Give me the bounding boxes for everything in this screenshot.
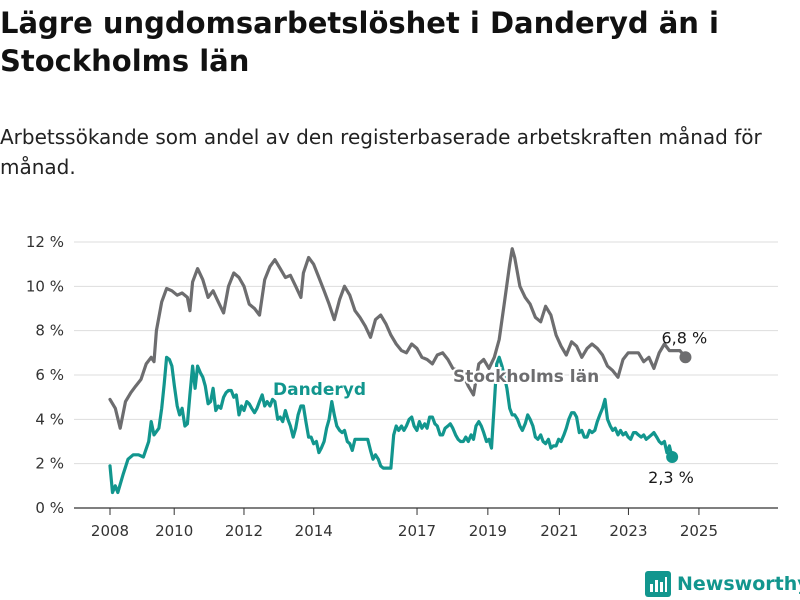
page-title: Lägre ungdomsarbetslöshet i Danderyd än … [0,6,719,78]
danderyd-line [108,355,674,495]
brand-name: Newsworthy [677,573,800,595]
y-tick-label: 4 % [35,410,64,428]
danderyd-label: Danderyd [273,380,366,400]
y-tick-label: 2 % [35,455,64,473]
x-axis: 2008 2010 2012 2014 2017 2019 2021 2023 2025 [91,508,718,540]
y-tick-label: 0 % [35,499,64,517]
x-tick-label: 2014 [295,522,333,540]
y-tick-label: 10 % [26,277,64,295]
x-tick-label: 2017 [398,522,436,540]
series-labels: 6,8 % 2,3 % Stockholms län Danderyd [271,328,707,487]
y-tick-label: 12 % [26,233,64,251]
x-tick-label: 2010 [155,522,193,540]
newsworthy-logo-icon [645,571,671,597]
y-tick-label: 6 % [35,366,64,384]
brand-logo: Newsworthy [645,568,800,600]
y-tick-label: 8 % [35,322,64,340]
x-tick-label: 2023 [609,522,647,540]
x-tick-label: 2012 [225,522,263,540]
gridlines [74,241,778,509]
chart-subtitle: Arbetssökande som andel av den registerb… [0,125,762,179]
y-axis-ticks: 0 % 2 % 4 % 6 % 8 % 10 % 12 % [26,233,64,517]
x-tick-label: 2021 [540,522,578,540]
x-tick-label: 2019 [469,522,507,540]
danderyd-end-label: 2,3 % [648,468,694,487]
x-tick-label: 2008 [91,522,129,540]
stockholms-lan-end-point [679,351,692,364]
line-chart: 0 % 2 % 4 % 6 % 8 % 10 % 12 % 2008 2010 2012 2014… [26,233,778,540]
series-lines [108,247,692,495]
danderyd-end-point [666,451,679,464]
x-tick-label: 2025 [680,522,718,540]
stockholms-lan-label: Stockholms län [453,367,599,387]
stockholms-lan-end-label: 6,8 % [661,328,707,347]
stockholms-lan-line [108,247,687,430]
